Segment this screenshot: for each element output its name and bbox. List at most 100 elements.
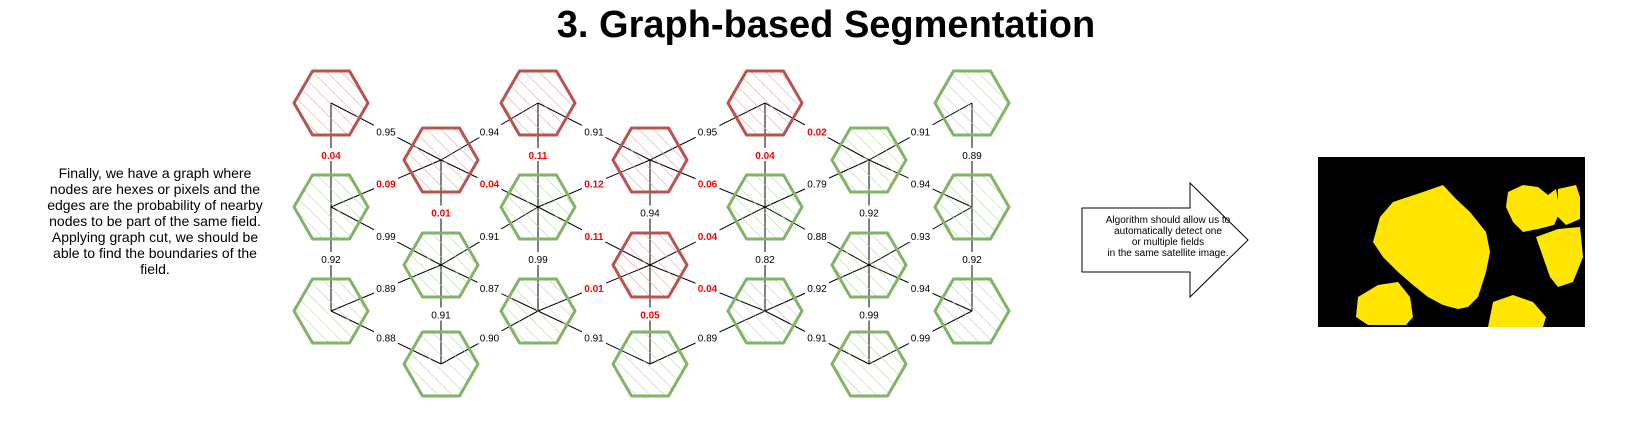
edge-weight-label: 0.89 bbox=[962, 151, 982, 162]
edge-label-bg bbox=[753, 252, 777, 265]
edge-label-bg bbox=[374, 176, 398, 190]
field-hex-node bbox=[933, 277, 1011, 345]
edge-weight-label: 0.91 bbox=[911, 128, 931, 139]
edge-weight-label: 0.94 bbox=[911, 284, 931, 295]
edge-weight-label: 0.94 bbox=[640, 209, 660, 220]
seg-field-6 bbox=[1488, 295, 1546, 327]
edge-label-bg bbox=[908, 176, 933, 190]
field-hex-node bbox=[830, 231, 908, 299]
edge-weight-label: 0.99 bbox=[859, 311, 879, 322]
field-hex-node bbox=[933, 69, 1011, 137]
seg-field-4 bbox=[1536, 227, 1583, 287]
edge-label-bg bbox=[477, 176, 502, 190]
edge-label-bg bbox=[805, 229, 829, 242]
callout-line-3: or multiple fields bbox=[1131, 237, 1205, 248]
edge-weight-label: 0.04 bbox=[698, 232, 718, 243]
edge-weight-label: 0.99 bbox=[528, 255, 548, 266]
boundary-hex-node bbox=[402, 126, 480, 194]
edge-label-bg bbox=[805, 176, 829, 190]
edge-label-bg bbox=[526, 148, 550, 161]
edge-label-bg bbox=[638, 205, 662, 219]
edge-label-bg bbox=[374, 229, 398, 242]
edge-label-bg bbox=[805, 281, 829, 294]
field-hex-node bbox=[933, 173, 1011, 241]
edge-label-bg bbox=[582, 330, 606, 344]
edge-label-bg bbox=[374, 281, 398, 294]
edge-weight-label: 0.89 bbox=[376, 284, 396, 295]
edge-label-bg bbox=[908, 124, 933, 138]
edge-weight-label: 0.91 bbox=[431, 311, 451, 322]
edge-label-bg bbox=[960, 252, 984, 265]
edge-weight-label: 0.11 bbox=[529, 151, 548, 162]
boundary-hex-node bbox=[499, 69, 577, 137]
field-hex-node bbox=[402, 330, 480, 398]
edge-label-bg bbox=[908, 229, 933, 242]
edge-weight-label: 0.95 bbox=[698, 128, 718, 139]
edge-weight-label: 0.91 bbox=[480, 232, 500, 243]
boundary-hex-node bbox=[726, 69, 804, 137]
edge-label-bg bbox=[857, 205, 881, 219]
node-layer bbox=[292, 69, 1011, 398]
edge-weight-label: 0.88 bbox=[376, 334, 396, 345]
edge-weight-label: 0.90 bbox=[480, 334, 500, 345]
callout-line-1: Algorithm should allow us to bbox=[1105, 215, 1231, 226]
edge-weight-label: 0.91 bbox=[584, 334, 604, 345]
edge-label-bg bbox=[526, 252, 550, 265]
edge-weight-label: 0.05 bbox=[640, 311, 660, 322]
edge-weight-label: 0.92 bbox=[321, 255, 341, 266]
field-hex-node bbox=[726, 277, 804, 345]
field-hex-node bbox=[292, 277, 370, 345]
edge-label-bg bbox=[582, 124, 606, 138]
seg-field-3 bbox=[1558, 185, 1580, 225]
callout-text: Algorithm should allow us to automatical… bbox=[1088, 215, 1248, 259]
edge-weight-label: 0.89 bbox=[698, 334, 718, 345]
edge-label-bg bbox=[582, 229, 606, 242]
edge-weight-label: 0.01 bbox=[584, 284, 604, 295]
edge-label-bg bbox=[695, 229, 720, 242]
edge-weight-label: 0.09 bbox=[376, 180, 396, 191]
edge-label-bg bbox=[374, 124, 398, 138]
edge-label-bg bbox=[908, 330, 933, 344]
edge-weight-label: 0.04 bbox=[480, 180, 500, 191]
edge-weight-label: 0.12 bbox=[584, 180, 604, 191]
edge-label-bg bbox=[374, 330, 398, 344]
edge-label-bg bbox=[695, 330, 720, 344]
edge-weight-label: 0.06 bbox=[698, 180, 718, 191]
edge-label-bg bbox=[695, 124, 720, 138]
field-hex-node bbox=[611, 330, 689, 398]
edge-weight-label: 0.01 bbox=[431, 209, 451, 220]
boundary-hex-node bbox=[611, 231, 689, 299]
edge-label-bg bbox=[582, 176, 606, 190]
edge-weight-label: 0.99 bbox=[911, 334, 931, 345]
callout-line-2: automatically detect one bbox=[1114, 226, 1222, 237]
edge-weight-label: 0.82 bbox=[755, 255, 775, 266]
field-hex-node bbox=[830, 330, 908, 398]
boundary-hex-node bbox=[292, 69, 370, 137]
edge-label-bg bbox=[319, 148, 343, 161]
field-hex-node bbox=[830, 126, 908, 194]
edge-weight-label: 0.87 bbox=[480, 284, 500, 295]
edge-label-bg bbox=[477, 330, 502, 344]
edge-label-bg bbox=[429, 205, 453, 219]
label-layer: 0.04 0.92 0.01 0.91 0.11 0.99 0.94 0.05 0.04 0.82… bbox=[319, 124, 984, 345]
edge-label-bg bbox=[805, 330, 829, 344]
edge-label-bg bbox=[960, 148, 984, 161]
edge-weight-label: 0.94 bbox=[911, 180, 931, 191]
edge-weight-label: 0.92 bbox=[807, 284, 827, 295]
edge-weight-label: 0.93 bbox=[911, 232, 931, 243]
edge-weight-label: 0.04 bbox=[755, 151, 775, 162]
edge-label-bg bbox=[582, 281, 606, 294]
edge-weight-label: 0.88 bbox=[807, 232, 827, 243]
edge-label-bg bbox=[477, 124, 502, 138]
edge-weight-label: 0.99 bbox=[376, 232, 396, 243]
boundary-hex-node bbox=[611, 126, 689, 194]
edge-weight-label: 0.91 bbox=[807, 334, 827, 345]
seg-field-5 bbox=[1356, 282, 1413, 325]
edge-label-bg bbox=[695, 176, 720, 190]
edge-label-bg bbox=[857, 307, 881, 321]
edge-label-bg bbox=[805, 124, 829, 138]
field-hex-node bbox=[292, 173, 370, 241]
field-hex-node bbox=[499, 173, 577, 241]
seg-field-1 bbox=[1373, 185, 1490, 309]
